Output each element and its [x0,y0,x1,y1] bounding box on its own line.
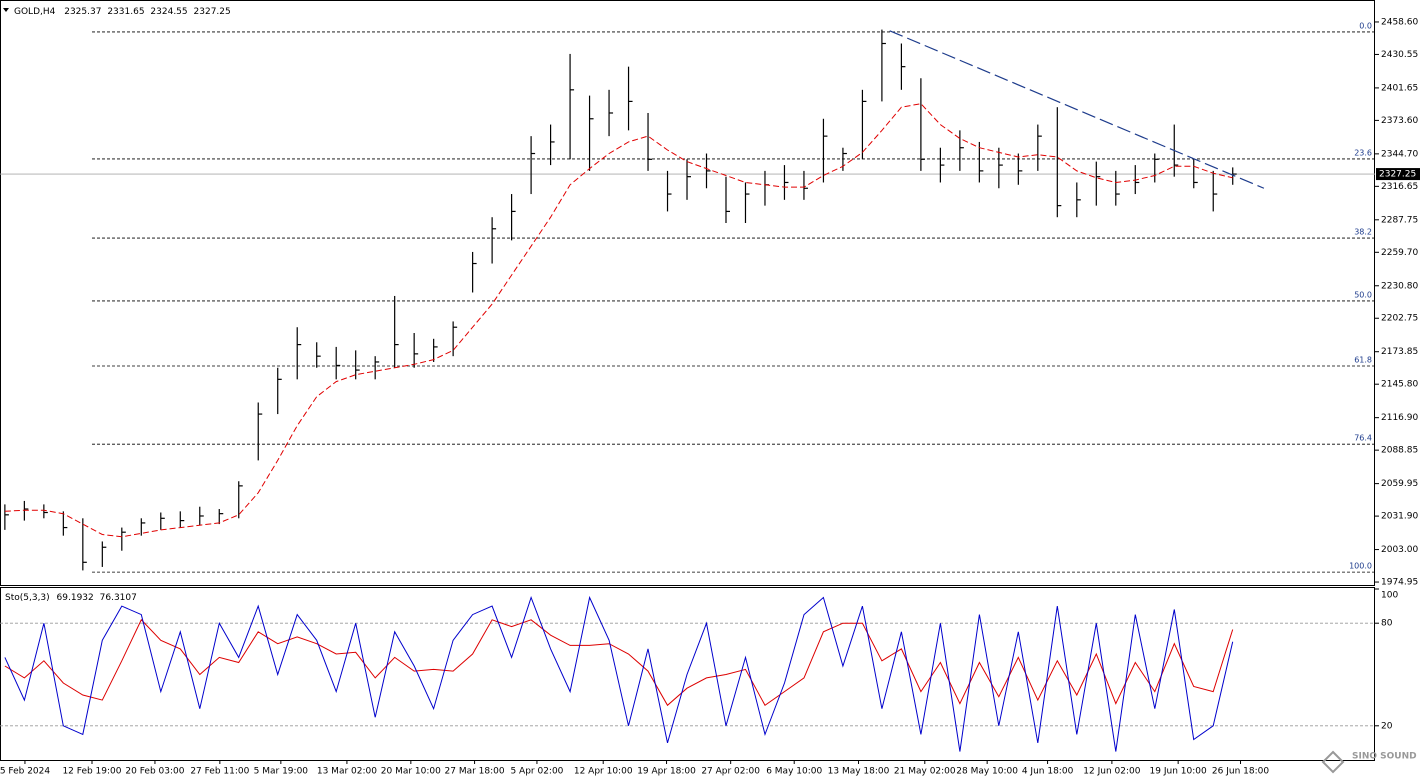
fib-label: 100.0 [1349,562,1372,571]
y-tick-label: 2003.00 [1381,545,1418,555]
x-tick-label: 19 Apr 18:00 [637,767,696,777]
x-tick-label: 12 Apr 10:00 [574,767,633,777]
fib-label: 0.0 [1359,21,1372,30]
high: 2331.65 [107,7,144,17]
stochastic-line [4,595,1234,752]
low: 2324.55 [150,7,187,17]
y-tick-label: 2430.55 [1381,50,1418,60]
y-tick-label: 80 [1381,619,1393,629]
x-tick-label: 27 Feb 11:00 [190,767,249,777]
x-tick-label: 5 Apr 02:00 [510,767,563,777]
close: 2327.25 [194,7,231,17]
fib-label: 76.4 [1354,434,1372,443]
y-tick-label: 2259.70 [1381,248,1418,258]
fib-label: 61.8 [1354,356,1372,365]
moving-average [4,103,1233,538]
x-tick-label: 12 Jun 02:00 [1083,767,1140,777]
y-tick-label: 2316.65 [1381,182,1418,192]
y-tick-label: 2116.90 [1381,413,1418,423]
watermark: SINO SOUND [1352,752,1417,762]
x-tick-label: 13 Mar 02:00 [317,767,377,777]
x-tick-label: 28 May 10:00 [956,767,1018,777]
open: 2325.37 [64,7,101,17]
watermark-logo: SINO SOUND [1321,750,1417,774]
x-tick-label: 19 Jun 10:00 [1150,767,1207,777]
trendline [889,30,1265,189]
symbol-menu-icon [3,8,9,12]
fib-label: 50.0 [1354,290,1372,299]
x-tick-label: 20 Feb 03:00 [125,767,184,777]
symbol: GOLD,H4 [14,7,56,17]
x-tick-label: 6 May 10:00 [766,767,822,777]
indicator-header: Sto(5,3,3) 69.1932 76.3107 [5,593,137,603]
x-tick-label: 4 Jun 18:00 [1022,767,1074,777]
indicator-name: Sto(5,3,3) [5,593,50,603]
x-tick-label: 5 Feb 2024 [0,767,50,777]
x-tick-label: 21 May 02:00 [894,767,956,777]
y-tick-label: 20 [1381,721,1393,731]
y-tick-label: 2230.80 [1381,281,1418,291]
y-tick-label: 2202.75 [1381,314,1418,324]
y-tick-label: 2373.60 [1381,116,1418,126]
y-tick-label: 2031.90 [1381,512,1418,522]
x-tick-label: 20 Mar 10:00 [381,767,441,777]
y-tick-label: 2401.65 [1381,83,1418,93]
x-tick-label: 13 May 18:00 [828,767,890,777]
y-tick-label: 2145.80 [1381,380,1418,390]
main-value: 69.1932 [57,593,94,603]
y-tick-label: 2059.95 [1381,479,1418,489]
signal-value: 76.3107 [100,593,137,603]
y-tick-label: 2088.85 [1381,446,1418,456]
fib-label: 38.2 [1354,228,1372,237]
y-tick-label: 1974.95 [1381,578,1418,588]
fib-label: 23.6 [1354,148,1372,157]
y-tick-label: 2344.70 [1381,149,1418,159]
x-tick-label: 27 Mar 18:00 [445,767,505,777]
chart-header: GOLD,H4 2325.37 2331.65 2324.55 2327.25 [14,7,231,17]
x-tick-label: 5 Mar 19:00 [254,767,309,777]
y-tick-label: 2173.85 [1381,347,1418,357]
x-tick-label: 27 Apr 02:00 [701,767,760,777]
x-tick-label: 26 Jun 18:00 [1212,767,1269,777]
last-price-label: 2327.25 [1379,170,1416,180]
last-price-box [1376,168,1420,181]
price-panel [0,0,1375,586]
y-tick-label: 2458.60 [1381,17,1418,27]
y-tick-label: 2287.75 [1381,215,1418,225]
y-tick-label: 100 [1381,591,1398,601]
x-tick-label: 12 Feb 19:00 [62,767,121,777]
